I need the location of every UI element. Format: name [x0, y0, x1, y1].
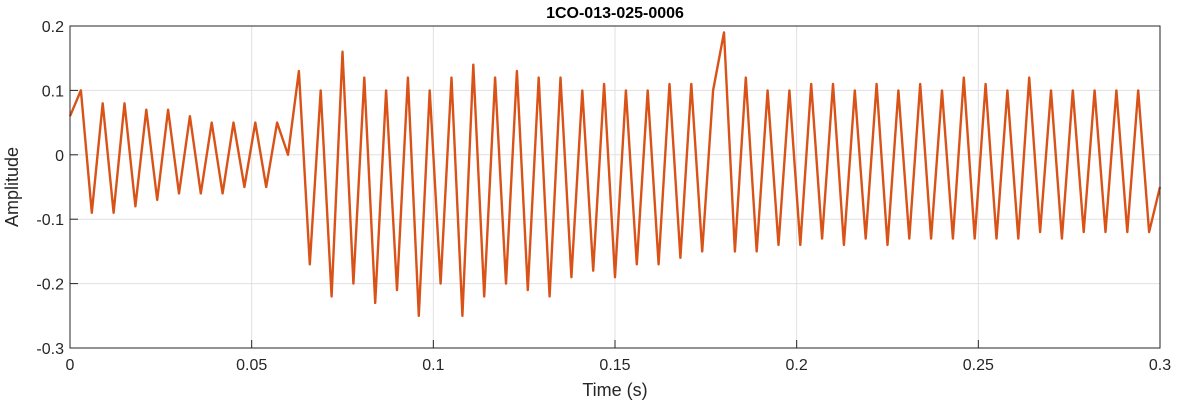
y-axis-label: Amplitude [2, 147, 22, 227]
x-tick-label: 0.25 [963, 357, 994, 374]
y-tick-label: 0 [55, 148, 64, 165]
ticks: 0 0.05 0.1 0.15 0.2 0.25 0.3 -0.3 -0.2 -0.1 0 0.1 0.… [36, 19, 1171, 374]
x-tick-label: 0 [66, 357, 75, 374]
y-tick-label: -0.3 [36, 341, 64, 358]
x-tick-label: 0.3 [1149, 357, 1171, 374]
x-tick-label: 0.2 [786, 357, 808, 374]
chart-title: 1CO-013-025-0006 [546, 5, 684, 22]
x-tick-label: 0.1 [422, 357, 444, 374]
y-tick-label: -0.2 [36, 277, 64, 294]
y-tick-label: -0.1 [36, 212, 64, 229]
amplitude-series-line [68, 31, 1162, 317]
y-tick-label: 0.2 [42, 19, 64, 36]
x-axis-label: Time (s) [582, 380, 647, 400]
series-group [68, 31, 1162, 317]
x-tick-label: 0.15 [599, 357, 630, 374]
y-tick-label: 0.1 [42, 83, 64, 100]
x-tick-label: 0.05 [236, 357, 267, 374]
